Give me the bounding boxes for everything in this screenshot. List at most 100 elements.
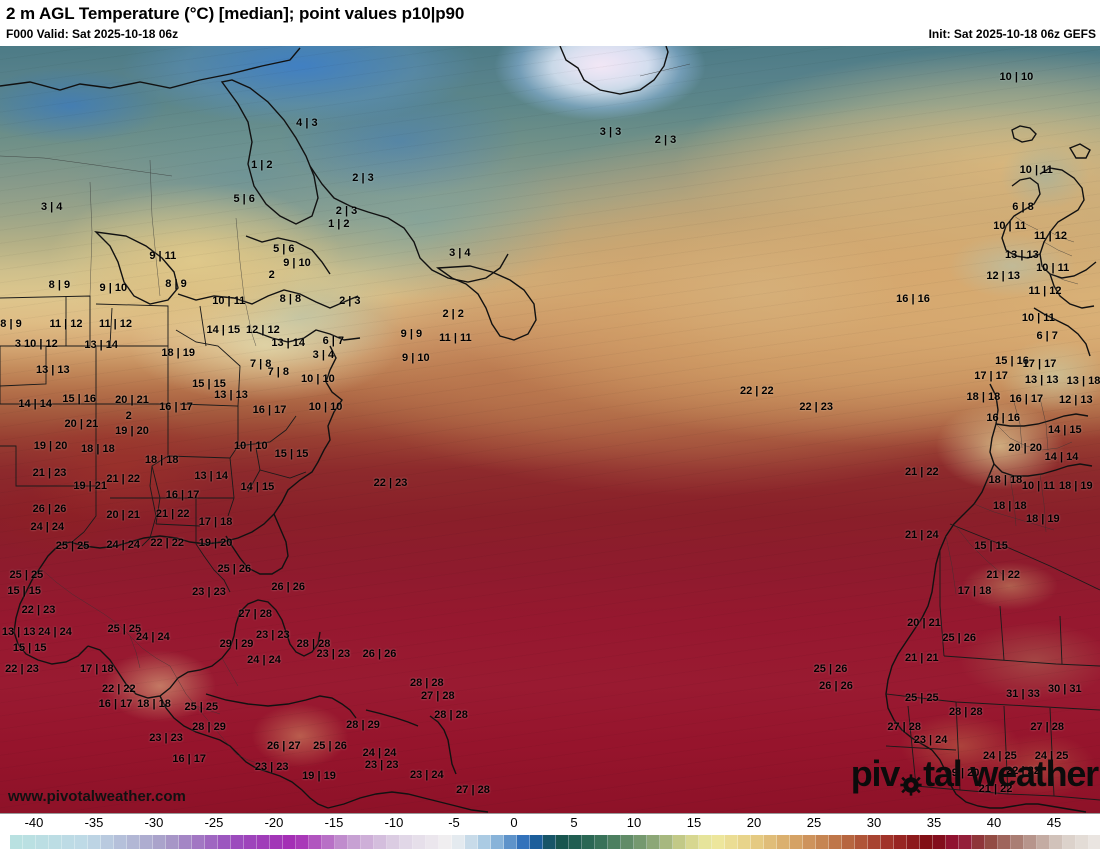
colorbar-swatch[interactable] xyxy=(309,835,322,849)
colorbar-swatch[interactable] xyxy=(36,835,49,849)
point-value-label: 2 | 3 xyxy=(339,294,361,307)
colorbar-swatch[interactable] xyxy=(686,835,699,849)
colorbar-swatch[interactable] xyxy=(621,835,634,849)
colorbar-swatch[interactable] xyxy=(1089,835,1100,849)
point-value-label: 19 | 20 xyxy=(115,425,149,437)
colorbar-swatch[interactable] xyxy=(959,835,972,849)
colorbar-swatch[interactable] xyxy=(751,835,764,849)
colorbar-swatch[interactable] xyxy=(556,835,569,849)
colorbar-swatch[interactable] xyxy=(1011,835,1024,849)
colorbar-swatch[interactable] xyxy=(23,835,36,849)
colorbar-swatch[interactable] xyxy=(699,835,712,849)
colorbar-swatch[interactable] xyxy=(504,835,517,849)
colorbar-swatch[interactable] xyxy=(283,835,296,849)
point-value-label: 10 | 10 xyxy=(233,440,268,453)
colorbar-swatch[interactable] xyxy=(426,835,439,849)
colorbar-swatch[interactable] xyxy=(764,835,777,849)
colorbar-swatch[interactable] xyxy=(725,835,738,849)
colorbar-swatch[interactable] xyxy=(894,835,907,849)
colorbar-swatch[interactable] xyxy=(400,835,413,849)
colorbar-swatch[interactable] xyxy=(127,835,140,849)
colorbar-swatch[interactable] xyxy=(348,835,361,849)
colorbar-swatch[interactable] xyxy=(374,835,387,849)
colorbar-swatch[interactable] xyxy=(660,835,673,849)
colorbar-swatch[interactable] xyxy=(803,835,816,849)
colorbar-swatch[interactable] xyxy=(855,835,868,849)
colorbar-swatch[interactable] xyxy=(998,835,1011,849)
colorbar-swatch[interactable] xyxy=(868,835,881,849)
point-value-label: 6 | 7 xyxy=(1036,329,1058,342)
colorbar-swatch[interactable] xyxy=(49,835,62,849)
colorbar-swatch[interactable] xyxy=(530,835,543,849)
colorbar-swatch[interactable] xyxy=(101,835,114,849)
colorbar-swatch[interactable] xyxy=(816,835,829,849)
colorbar-swatch[interactable] xyxy=(985,835,998,849)
colorbar-swatch[interactable] xyxy=(634,835,647,849)
colorbar-swatch[interactable] xyxy=(647,835,660,849)
colorbar-swatch[interactable] xyxy=(439,835,452,849)
colorbar-swatch[interactable] xyxy=(88,835,101,849)
colorbar-swatch[interactable] xyxy=(491,835,504,849)
colorbar-swatch[interactable] xyxy=(296,835,309,849)
colorbar-swatch[interactable] xyxy=(114,835,127,849)
logo-text-right: tal weather xyxy=(923,753,1099,794)
colorbar-swatch[interactable] xyxy=(907,835,920,849)
colorbar-swatch[interactable] xyxy=(738,835,751,849)
colorbar-swatch[interactable] xyxy=(335,835,348,849)
colorbar[interactable]: -40 -35 -30 -25 -20 -15 -10 -5 0 5 10 15 20 25 30 35 40 4… xyxy=(0,814,1100,850)
colorbar-swatch[interactable] xyxy=(75,835,88,849)
colorbar-swatch[interactable] xyxy=(1063,835,1076,849)
colorbar-swatch[interactable] xyxy=(881,835,894,849)
colorbar-swatch[interactable] xyxy=(1050,835,1063,849)
point-value-label: 16 | 17 xyxy=(172,753,207,766)
point-value-label: 22 | 23 xyxy=(5,662,39,675)
colorbar-swatch[interactable] xyxy=(153,835,166,849)
colorbar-swatch[interactable] xyxy=(465,835,478,849)
colorbar-swatch[interactable] xyxy=(387,835,400,849)
colorbar-swatch[interactable] xyxy=(218,835,231,849)
point-value-label: 16 | 17 xyxy=(98,698,133,711)
colorbar-swatch[interactable] xyxy=(1024,835,1037,849)
colorbar-swatch[interactable] xyxy=(322,835,335,849)
colorbar-swatch[interactable] xyxy=(712,835,725,849)
colorbar-tick-label: -40 xyxy=(24,815,44,830)
colorbar-swatch[interactable] xyxy=(673,835,686,849)
colorbar-swatch[interactable] xyxy=(842,835,855,849)
colorbar-swatch[interactable] xyxy=(270,835,283,849)
colorbar-swatch[interactable] xyxy=(205,835,218,849)
colorbar-swatch[interactable] xyxy=(777,835,790,849)
point-value-label: 15 | 16 xyxy=(62,392,97,405)
colorbar-swatch[interactable] xyxy=(595,835,608,849)
colorbar-swatch[interactable] xyxy=(192,835,205,849)
colorbar-swatch[interactable] xyxy=(257,835,270,849)
point-value-label: 17 | 18 xyxy=(198,515,233,528)
colorbar-swatch[interactable] xyxy=(946,835,959,849)
colorbar-swatch[interactable] xyxy=(582,835,595,849)
colorbar-swatch[interactable] xyxy=(478,835,491,849)
colorbar-swatch[interactable] xyxy=(452,835,465,849)
gear-icon xyxy=(900,763,922,796)
colorbar-swatch[interactable] xyxy=(179,835,192,849)
colorbar-swatch[interactable] xyxy=(1076,835,1089,849)
colorbar-swatch[interactable] xyxy=(62,835,75,849)
colorbar-swatch[interactable] xyxy=(140,835,153,849)
colorbar-swatch[interactable] xyxy=(933,835,946,849)
colorbar-swatch[interactable] xyxy=(413,835,426,849)
colorbar-swatch[interactable] xyxy=(231,835,244,849)
colorbar-swatches[interactable] xyxy=(10,835,1100,849)
colorbar-swatch[interactable] xyxy=(166,835,179,849)
colorbar-swatch[interactable] xyxy=(517,835,530,849)
colorbar-swatch[interactable] xyxy=(920,835,933,849)
colorbar-swatch[interactable] xyxy=(543,835,556,849)
colorbar-swatch[interactable] xyxy=(790,835,803,849)
colorbar-swatch[interactable] xyxy=(608,835,621,849)
colorbar-swatch[interactable] xyxy=(361,835,374,849)
point-value-label: 18 | 19 xyxy=(161,346,196,359)
colorbar-swatch[interactable] xyxy=(829,835,842,849)
colorbar-swatch[interactable] xyxy=(569,835,582,849)
colorbar-swatch[interactable] xyxy=(244,835,257,849)
colorbar-swatch[interactable] xyxy=(10,835,23,849)
colorbar-swatch[interactable] xyxy=(1037,835,1050,849)
colorbar-swatch[interactable] xyxy=(972,835,985,849)
